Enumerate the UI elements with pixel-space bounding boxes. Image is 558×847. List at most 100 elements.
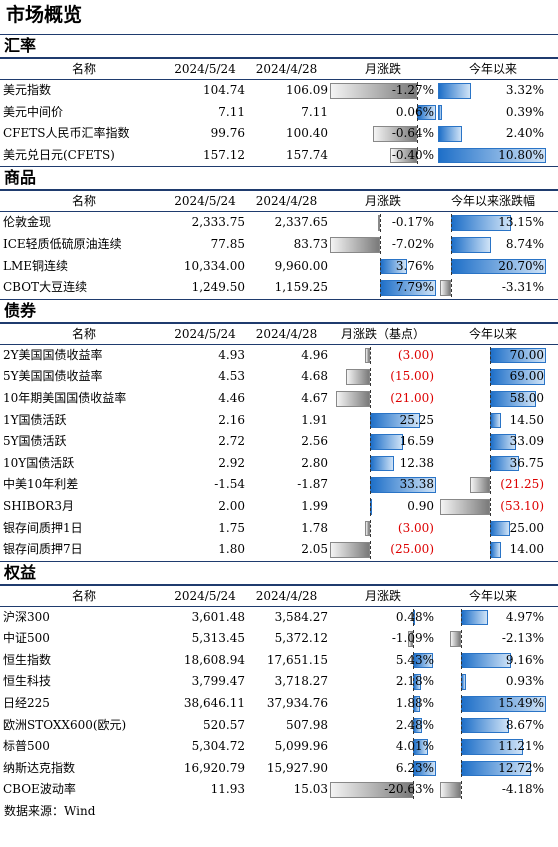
value-previous: 3,584.27 xyxy=(274,609,328,624)
header-cell: 2024/5/24 xyxy=(174,326,236,341)
value-previous: 106.09 xyxy=(286,83,328,97)
value-previous: 83.73 xyxy=(293,236,328,251)
value-previous: 157.74 xyxy=(286,147,328,162)
ytd-change-cell: 8.67% xyxy=(438,715,548,737)
header-cell: 今年以来 xyxy=(468,588,517,603)
value-previous: 2.80 xyxy=(301,455,328,470)
change-value: 15.49% xyxy=(498,696,544,711)
ytd-change-cell: 0.39% xyxy=(438,102,548,124)
table-row: 日经225 38,646.11 37,934.76 1.88% 15.49% xyxy=(0,693,558,715)
negative-bar xyxy=(408,631,413,647)
change-value: 2.48% xyxy=(395,717,434,732)
row-name: 2Y美国国债收益率 xyxy=(3,347,103,362)
negative-bar xyxy=(440,782,462,799)
zero-axis xyxy=(412,695,414,713)
header-cell: 月涨跌 xyxy=(364,62,401,76)
change-value: 69.00 xyxy=(509,369,544,384)
change-value: (3.00) xyxy=(397,347,434,362)
ytd-change-cell: -4.18% xyxy=(438,779,548,801)
monthly-change-cell: 3.76% xyxy=(328,256,438,278)
header-cell: 名称 xyxy=(71,194,96,209)
table-row: 标普500 5,304.72 5,099.96 4.01% 11.21% xyxy=(0,736,558,758)
value-previous: 4.96 xyxy=(301,347,328,362)
zero-axis xyxy=(489,411,491,430)
ytd-change-cell: 11.21% xyxy=(438,736,548,758)
table-row: SHIBOR3月 2.00 1.99 0.90 (53.10) xyxy=(0,496,558,518)
value-previous: 1.78 xyxy=(301,520,328,535)
positive-bar xyxy=(438,104,442,121)
zero-axis xyxy=(369,476,371,494)
change-value: 0.93% xyxy=(505,674,544,689)
header-cell: 2024/4/28 xyxy=(255,62,318,76)
value-current: 18,608.94 xyxy=(183,652,245,667)
change-value: (21.00) xyxy=(390,390,434,405)
row-name: 10年期美国国债收益率 xyxy=(3,390,127,405)
monthly-change-cell: -0.40% xyxy=(328,145,438,167)
table-row: 中美10年利差 -1.54 -1.87 33.38 (21.25) xyxy=(0,474,558,496)
zero-axis xyxy=(461,673,463,692)
zero-axis xyxy=(451,279,453,297)
row-name: 恒生科技 xyxy=(3,674,52,689)
positive-bar xyxy=(451,236,492,253)
header-cell: 月涨跌 xyxy=(364,588,401,603)
header-cell: 今年以来 xyxy=(468,62,517,76)
table-header: 名称 2024/5/24 2024/4/28 月涨跌 今年以来 xyxy=(0,59,558,80)
positive-bar xyxy=(369,455,395,472)
zero-axis xyxy=(461,651,463,670)
zero-axis xyxy=(461,608,463,627)
row-name: 中证500 xyxy=(3,631,50,646)
change-value: 0.39% xyxy=(505,104,544,119)
table-row: LME铜连续 10,334.00 9,960.00 3.76% 20.70% xyxy=(0,256,558,278)
value-current: 4.46 xyxy=(218,390,245,405)
value-previous: 2,337.65 xyxy=(274,215,328,230)
ytd-change-cell: 33.09 xyxy=(438,431,548,453)
zero-axis xyxy=(412,673,414,692)
table-row: 美元指数 104.74 106.09 -1.27% 3.32% xyxy=(0,80,558,102)
change-value: 2.18% xyxy=(395,674,434,689)
positive-bar xyxy=(461,652,512,669)
value-current: -1.54 xyxy=(214,477,245,492)
table-row: 2Y美国国债收益率 4.93 4.96 (3.00) 70.00 xyxy=(0,345,558,367)
change-value: 7.79% xyxy=(395,280,434,295)
row-name: SHIBOR3月 xyxy=(3,498,74,513)
monthly-change-cell: 2.18% xyxy=(328,671,438,693)
page-title: 市场概览 xyxy=(6,4,83,26)
value-current: 4.53 xyxy=(218,369,245,384)
ytd-change-cell: 0.93% xyxy=(438,671,548,693)
monthly-change-cell: 33.38 xyxy=(328,474,438,496)
zero-axis xyxy=(412,759,414,778)
zero-axis xyxy=(489,454,491,473)
positive-bar xyxy=(438,83,472,99)
zero-axis xyxy=(489,433,491,451)
zero-axis xyxy=(412,608,414,627)
change-value: (3.00) xyxy=(397,520,434,535)
monthly-change-cell: -0.17% xyxy=(328,212,438,234)
negative-bar xyxy=(469,477,490,493)
positive-bar xyxy=(438,147,546,164)
negative-bar xyxy=(330,236,380,253)
change-value: 14.50 xyxy=(509,412,544,427)
ytd-change-cell: 3.32% xyxy=(438,80,548,102)
change-value: 1.88% xyxy=(395,696,434,711)
change-value: 0.06% xyxy=(395,104,434,119)
table-row: 伦敦金现 2,333.75 2,337.65 -0.17% 13.15% xyxy=(0,212,558,234)
change-value: 14.00 xyxy=(509,542,544,557)
value-previous: -1.87 xyxy=(297,477,328,492)
row-name: 1Y国债活跃 xyxy=(3,412,67,427)
value-previous: 15.03 xyxy=(293,782,328,797)
negative-bar xyxy=(365,347,370,364)
ytd-change-cell: 14.00 xyxy=(438,539,548,561)
monthly-change-cell: 2.48% xyxy=(328,715,438,737)
value-previous: 15,927.90 xyxy=(266,760,328,775)
ytd-change-cell: 13.15% xyxy=(438,212,548,234)
row-name: ICE轻质低硫原油连续 xyxy=(3,236,122,251)
section-title: 权益 xyxy=(0,560,558,586)
header-cell: 名称 xyxy=(71,326,96,341)
monthly-change-cell: 1.88% xyxy=(328,693,438,715)
zero-axis xyxy=(369,411,371,430)
value-current: 1,249.50 xyxy=(191,280,245,295)
change-value: 13.15% xyxy=(498,215,544,230)
negative-bar xyxy=(450,631,462,647)
change-value: -20.63% xyxy=(384,782,434,797)
change-value: 12.72% xyxy=(498,760,544,775)
